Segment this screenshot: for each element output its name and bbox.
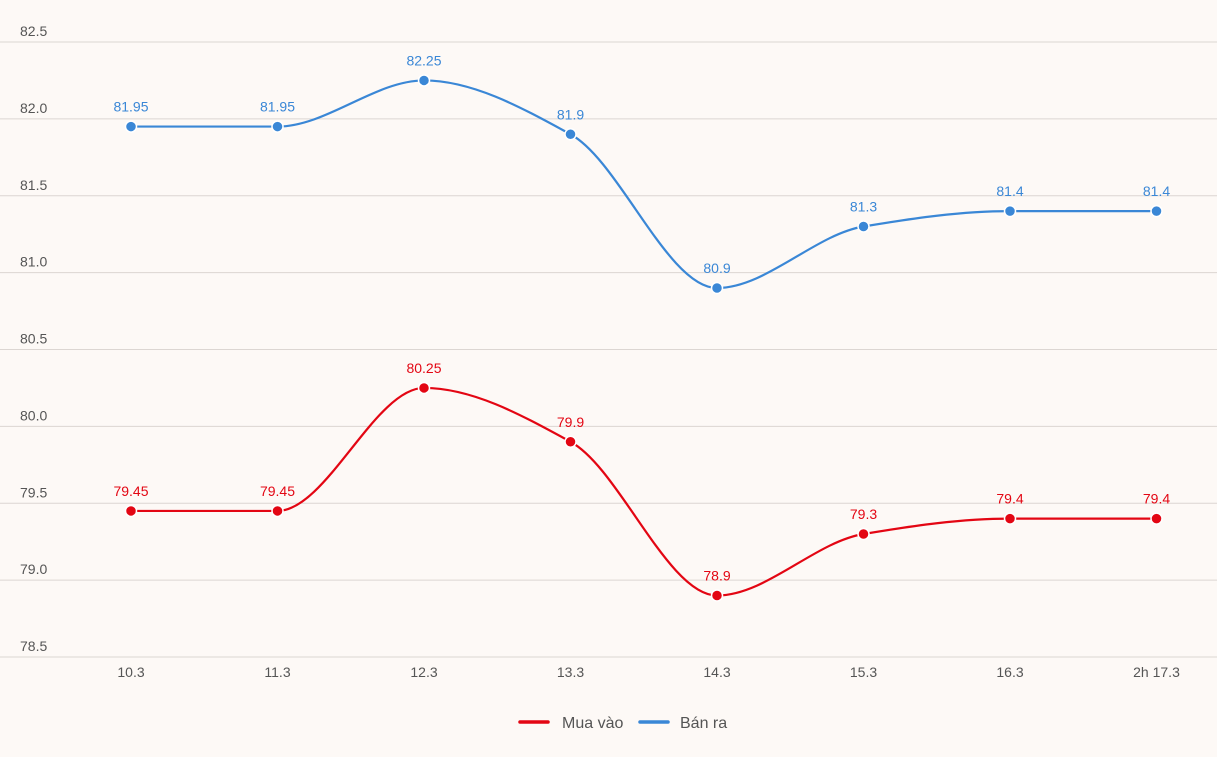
legend: Mua vào Bán ra bbox=[518, 715, 727, 732]
legend-item-1[interactable]: Bán ra bbox=[638, 715, 727, 732]
data-label: 82.25 bbox=[406, 52, 441, 68]
legend-item-0[interactable]: Mua vào bbox=[518, 715, 623, 732]
series-line-0 bbox=[131, 386, 1157, 597]
data-label: 80.9 bbox=[703, 260, 730, 276]
x-tick-label: 16.3 bbox=[996, 664, 1023, 680]
data-point[interactable] bbox=[1150, 512, 1163, 525]
x-tick-label: 10.3 bbox=[117, 664, 144, 680]
x-tick-label: 2h 17.3 bbox=[1133, 664, 1180, 680]
data-point[interactable] bbox=[271, 504, 284, 518]
data-label: 81.9 bbox=[557, 106, 584, 122]
data-label: 79.9 bbox=[557, 414, 584, 430]
data-point[interactable] bbox=[1150, 204, 1163, 218]
y-tick-label: 81.0 bbox=[20, 254, 47, 270]
x-tick-label: 11.3 bbox=[264, 664, 290, 680]
data-point[interactable] bbox=[710, 281, 724, 295]
y-tick-label: 82.0 bbox=[20, 100, 47, 116]
y-tick-label: 80.0 bbox=[20, 407, 47, 423]
data-label: 80.25 bbox=[406, 360, 441, 376]
data-point[interactable] bbox=[417, 74, 431, 87]
data-label: 81.3 bbox=[850, 199, 877, 215]
data-label: 79.45 bbox=[113, 483, 148, 499]
y-tick-label: 79.0 bbox=[20, 561, 47, 577]
data-point[interactable] bbox=[271, 120, 284, 133]
x-tick-label: 14.3 bbox=[703, 664, 730, 680]
x-tick-label: 12.3 bbox=[410, 664, 437, 680]
y-tick-label: 79.5 bbox=[20, 484, 47, 500]
data-label: 81.4 bbox=[1143, 183, 1170, 199]
data-point[interactable] bbox=[417, 381, 431, 395]
data-label: 79.4 bbox=[1143, 491, 1170, 507]
data-label: 79.45 bbox=[260, 483, 295, 499]
data-point[interactable] bbox=[564, 435, 577, 448]
legend-label: Bán ra bbox=[680, 715, 727, 732]
grid-lines bbox=[0, 41, 1217, 658]
data-point[interactable] bbox=[857, 527, 870, 541]
data-label: 81.95 bbox=[113, 99, 148, 115]
series-line-1 bbox=[131, 79, 1157, 290]
y-tick-label: 80.5 bbox=[20, 331, 47, 347]
data-point[interactable] bbox=[124, 120, 138, 133]
data-point[interactable] bbox=[1003, 204, 1017, 218]
data-labels: 79.45 79.45 80.25 79.9 78.9 79.3 79.4 79.4 81.95… bbox=[113, 52, 1170, 583]
data-label: 81.4 bbox=[996, 183, 1023, 199]
x-axis-ticks: 10.3 11.3 12.3 13.3 14.3 15.3 16.3 2h 17.3 bbox=[117, 664, 1180, 680]
data-point[interactable] bbox=[710, 589, 724, 602]
x-tick-label: 13.3 bbox=[557, 664, 584, 680]
data-point[interactable] bbox=[564, 128, 577, 141]
y-tick-label: 81.5 bbox=[20, 177, 47, 193]
data-label: 79.4 bbox=[996, 491, 1023, 507]
series-lines bbox=[124, 74, 1163, 602]
data-label: 81.95 bbox=[260, 99, 295, 115]
legend-label: Mua vào bbox=[562, 715, 623, 732]
data-point[interactable] bbox=[857, 220, 870, 233]
data-point[interactable] bbox=[1003, 512, 1017, 525]
data-label: 79.3 bbox=[850, 506, 877, 522]
data-label: 78.9 bbox=[703, 568, 730, 584]
data-point[interactable] bbox=[124, 504, 138, 518]
y-tick-label: 78.5 bbox=[20, 638, 47, 654]
y-tick-label: 82.5 bbox=[20, 23, 47, 39]
x-tick-label: 15.3 bbox=[850, 664, 877, 680]
y-axis-ticks: 78.5 79.0 79.5 80.0 80.5 81.0 81.5 82.0 82.5 bbox=[20, 23, 47, 654]
